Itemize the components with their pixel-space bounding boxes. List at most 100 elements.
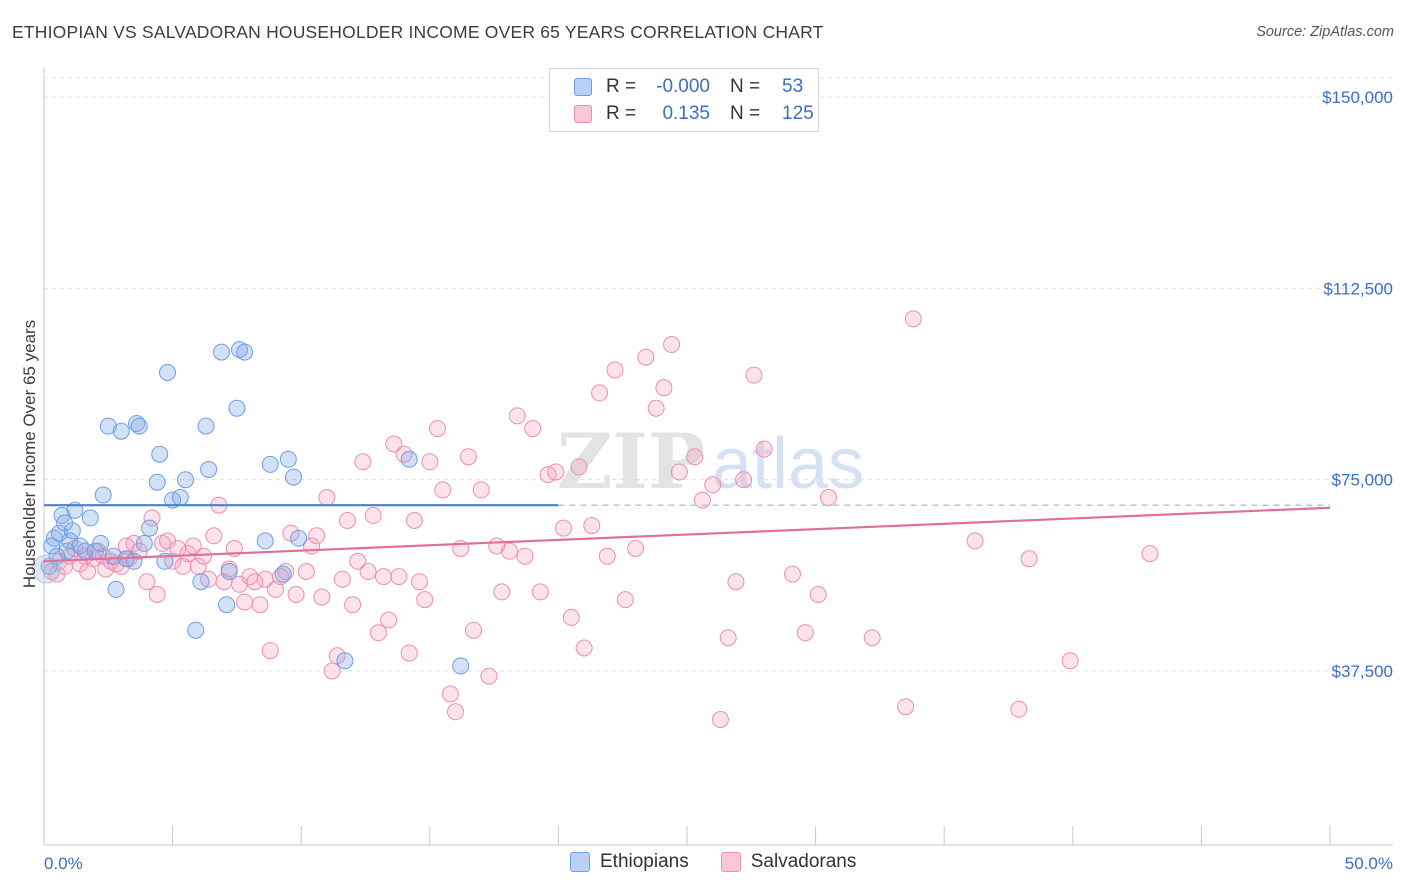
point-ethiopians: [261, 455, 279, 473]
point-salvadorans: [637, 348, 655, 366]
point-salvadorans: [904, 310, 922, 328]
point-salvadorans: [555, 519, 572, 537]
point-salvadorans: [287, 586, 305, 603]
axes: [43, 68, 1393, 846]
point-salvadorans: [272, 568, 290, 586]
point-salvadorans: [369, 624, 387, 642]
point-salvadorans: [693, 491, 711, 509]
point-salvadorans: [405, 512, 423, 529]
point-salvadorans: [562, 608, 580, 626]
point-salvadorans: [318, 489, 336, 506]
point-salvadorans: [796, 624, 814, 642]
point-ethiopians: [61, 532, 79, 550]
legend-r-label: R =: [606, 76, 637, 97]
point-salvadorans: [447, 703, 464, 721]
point-salvadorans: [655, 379, 673, 397]
point-ethiopians: [141, 519, 158, 537]
point-ethiopians: [81, 509, 99, 527]
point-ethiopians: [285, 468, 302, 486]
point-salvadorans: [570, 458, 588, 476]
point-ethiopians: [128, 415, 146, 432]
point-ethiopians: [400, 450, 418, 468]
point-ethiopians: [256, 532, 274, 550]
point-salvadorans: [364, 506, 382, 524]
point-salvadorans: [755, 440, 773, 458]
point-salvadorans: [251, 596, 269, 614]
point-salvadorans: [236, 593, 254, 611]
point-ethiopians: [171, 489, 189, 506]
point-ethiopians: [218, 596, 236, 614]
point-ethiopians: [274, 565, 292, 583]
trend-lines: [43, 504, 1331, 563]
point-salvadorans: [547, 463, 565, 481]
point-salvadorans: [531, 583, 549, 601]
point-salvadorans: [493, 583, 511, 601]
point-salvadorans: [385, 435, 403, 453]
point-salvadorans: [897, 698, 915, 716]
point-salvadorans: [143, 509, 161, 527]
point-salvadorans: [359, 563, 377, 580]
point-ethiopians: [148, 473, 166, 491]
point-salvadorans: [195, 547, 212, 565]
point-ethiopians: [112, 422, 130, 440]
point-salvadorans: [429, 420, 446, 438]
y-tick-labels: $37,500 $75,000 $112,500 $150,000: [1322, 88, 1393, 681]
point-salvadorans: [809, 586, 827, 603]
point-ethiopians: [94, 486, 112, 504]
point-ethiopians: [66, 501, 84, 519]
point-salvadorans: [472, 481, 490, 499]
point-salvadorans: [1020, 550, 1038, 568]
point-ethiopians: [290, 529, 308, 547]
point-salvadorans: [1061, 652, 1079, 670]
legend-r-value: 0.135: [662, 103, 710, 124]
series-legend-salvadorans[interactable]: Salvadorans: [720, 851, 857, 873]
x-tick-labels: 0.0% 50.0%: [44, 854, 1393, 873]
point-salvadorans: [333, 570, 351, 588]
watermark-zip: ZIP: [557, 417, 705, 506]
point-ethiopians: [177, 471, 194, 489]
point-salvadorans: [1010, 700, 1028, 718]
point-salvadorans: [820, 489, 837, 506]
point-salvadorans: [339, 512, 356, 529]
point-salvadorans: [966, 532, 984, 550]
correlation-legend: R = -0.000 N = 53 R = 0.135 N = 125: [549, 68, 819, 132]
point-ethiopians: [279, 450, 297, 468]
point-salvadorans: [516, 547, 534, 565]
point-salvadorans: [583, 517, 601, 535]
point-ethiopians: [213, 343, 230, 361]
point-salvadorans: [138, 573, 156, 591]
point-salvadorans: [711, 711, 729, 728]
point-salvadorans: [480, 667, 498, 685]
point-ethiopians: [71, 537, 89, 555]
legend-swatch-salvadorans: [574, 105, 592, 123]
legend-n-label: N =: [730, 76, 761, 97]
series-legend-ethiopians[interactable]: Ethiopians: [570, 851, 689, 873]
point-salvadorans: [344, 596, 362, 614]
point-salvadorans: [354, 453, 372, 471]
trend-line-salvadorans: [43, 506, 1331, 563]
point-salvadorans: [411, 573, 428, 591]
point-ethiopians: [200, 461, 218, 478]
point-salvadorans: [647, 399, 665, 417]
point-ethiopians: [336, 652, 354, 670]
point-salvadorans: [575, 639, 593, 657]
y-tick-label: $150,000: [1322, 88, 1393, 107]
legend-n-value: 53: [782, 76, 804, 97]
point-salvadorans: [349, 552, 367, 570]
point-salvadorans: [390, 568, 408, 586]
point-salvadorans: [686, 448, 704, 466]
series-label-salvadorans: Salvadorans: [750, 851, 857, 872]
point-ethiopians: [192, 573, 210, 591]
y-axis-title: Householder Income Over 65 years: [20, 320, 39, 588]
point-salvadorans: [606, 361, 624, 379]
point-salvadorans: [261, 642, 279, 660]
x-tick-label-min: 0.0%: [44, 854, 83, 873]
point-salvadorans: [591, 384, 609, 402]
point-salvadorans: [663, 336, 681, 353]
point-salvadorans: [465, 621, 482, 639]
series-label-ethiopians: Ethiopians: [600, 851, 689, 872]
source-label: Source: ZipAtlas.com: [1256, 24, 1394, 40]
legend-r-label: R =: [606, 103, 637, 124]
point-salvadorans: [277, 563, 295, 580]
